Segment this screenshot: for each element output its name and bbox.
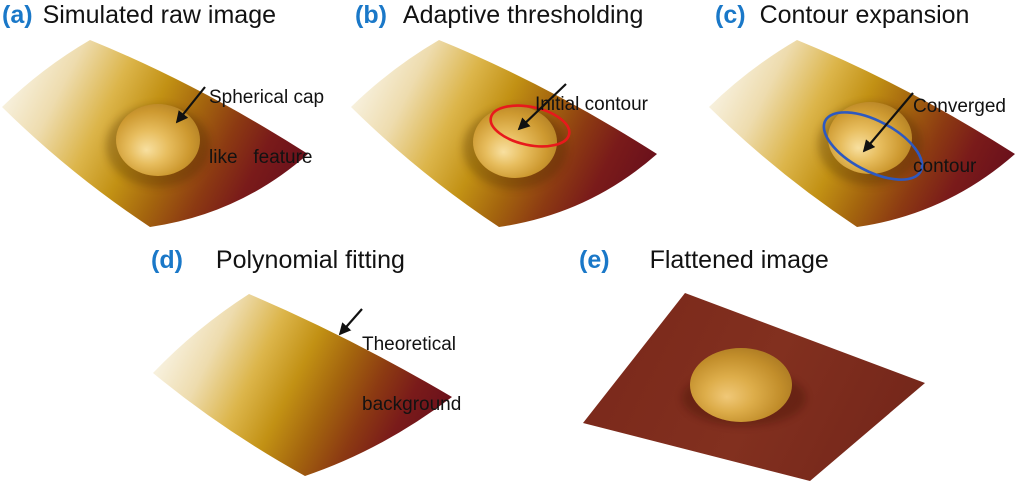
panel-d-label: (d)	[151, 246, 183, 274]
feature-dome-e	[690, 348, 792, 422]
annotation-initial-contour: Initial contour	[535, 55, 648, 155]
converged-contour	[822, 111, 924, 181]
panel-e-title-text: Flattened image	[649, 246, 829, 274]
panel-d-title-text: Polynomial fitting	[215, 246, 405, 274]
annotation-arrow-c	[862, 92, 914, 153]
panel-e-label: (e)	[579, 246, 610, 274]
panel-b-label: (b)	[355, 1, 387, 29]
annotation-line: Theoretical	[362, 334, 456, 355]
annotation-line: background	[362, 394, 462, 415]
panel-c-label: (c)	[715, 1, 746, 29]
annotation-line: Initial contour	[535, 94, 649, 115]
annotation-arrow-a	[175, 86, 206, 124]
panel-b-title: (b) Adaptive thresholding	[355, 0, 643, 30]
panel-a-label: (a)	[2, 1, 33, 29]
panel-c-title: (c) Contour expansion	[715, 0, 969, 30]
annotation-line: Spherical cap	[209, 87, 325, 108]
initial-contour	[489, 104, 571, 148]
panel-d-title: (d) Polynomial fitting	[151, 245, 405, 275]
annotation-spherical-cap: Spherical cap like feature	[209, 48, 324, 208]
annotation-theoretical-background: Theoretical background	[362, 295, 461, 455]
panel-b-title-text: Adaptive thresholding	[402, 1, 644, 29]
panel-e-surface	[583, 293, 925, 481]
panel-d-surface	[153, 294, 452, 476]
annotation-arrow-b	[517, 83, 567, 131]
annotation-converged-contour: Converged contour	[913, 57, 1006, 217]
panel-c-title-text: Contour expansion	[759, 1, 970, 29]
annotation-line: like feature	[209, 147, 313, 168]
panel-c-surface	[709, 40, 1015, 227]
annotation-arrow-d	[338, 308, 363, 336]
panel-b-surface	[351, 40, 657, 227]
panel-e-title: (e) Flattened image	[579, 245, 829, 275]
annotation-line: Converged	[913, 96, 1006, 117]
panel-a-surface	[2, 40, 308, 227]
fitted-background-surface	[153, 294, 452, 476]
annotation-line: contour	[913, 156, 977, 177]
panel-a-title-text: Simulated raw image	[42, 1, 276, 29]
panel-a-title: (a) Simulated raw image	[2, 0, 276, 30]
